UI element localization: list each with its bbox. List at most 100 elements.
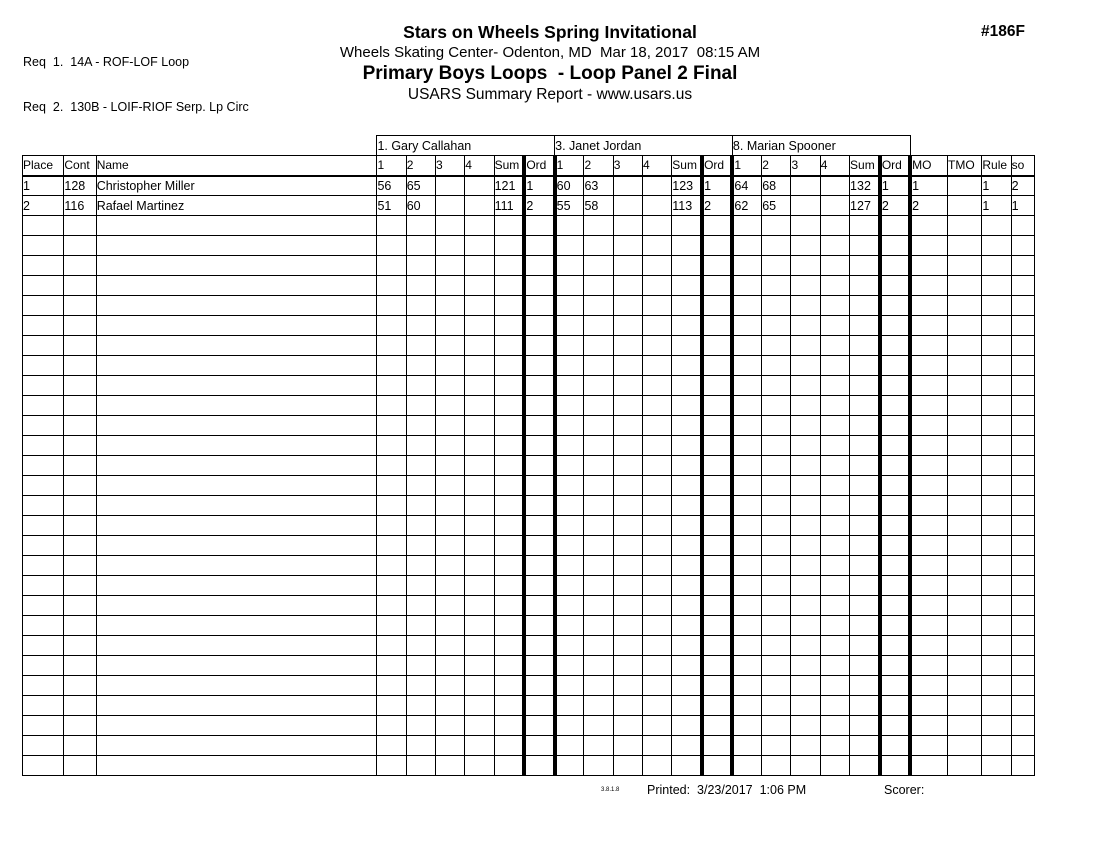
spacer-cell	[910, 136, 1034, 156]
empty-cell	[641, 295, 673, 316]
empty-cell	[790, 495, 821, 516]
empty-cell	[464, 715, 495, 736]
empty-cell	[731, 655, 763, 676]
empty-row	[21, 635, 1036, 656]
empty-cell	[909, 475, 949, 496]
column-header: 4	[464, 155, 495, 177]
empty-cell	[583, 395, 614, 416]
empty-cell	[493, 755, 525, 776]
software-version: 3.8.1.8	[601, 787, 620, 793]
empty-cell	[95, 555, 378, 576]
empty-cell	[21, 535, 65, 556]
empty-cell	[522, 415, 557, 436]
empty-cell	[63, 235, 97, 256]
empty-cell	[95, 395, 378, 416]
empty-cell	[376, 555, 407, 576]
empty-cell	[819, 555, 851, 576]
empty-cell	[790, 535, 821, 556]
empty-cell	[21, 635, 65, 656]
empty-cell	[790, 515, 821, 536]
empty-cell	[761, 575, 792, 596]
empty-cell	[522, 535, 557, 556]
empty-cell	[877, 655, 913, 676]
empty-cell	[21, 555, 65, 576]
empty-cell	[981, 595, 1012, 616]
empty-cell	[761, 555, 792, 576]
empty-cell	[849, 215, 881, 236]
empty-cell	[819, 595, 851, 616]
empty-cell	[583, 715, 614, 736]
empty-cell	[731, 295, 763, 316]
empty-cell	[434, 275, 466, 296]
empty-cell	[1010, 375, 1036, 396]
empty-cell	[612, 575, 644, 596]
empty-cell	[1010, 255, 1036, 276]
empty-cell	[671, 475, 703, 496]
empty-cell	[1010, 335, 1036, 356]
empty-cell	[522, 375, 557, 396]
empty-cell	[376, 295, 407, 316]
empty-cell	[819, 495, 851, 516]
empty-cell	[700, 255, 735, 276]
empty-cell	[21, 475, 65, 496]
empty-cell	[947, 735, 983, 756]
empty-cell	[554, 635, 585, 656]
empty-cell	[947, 235, 983, 256]
empty-cell	[671, 555, 703, 576]
empty-cell	[583, 335, 614, 356]
empty-cell	[909, 355, 949, 376]
empty-cell	[877, 615, 913, 636]
empty-cell	[947, 255, 983, 276]
empty-cell	[761, 315, 792, 336]
empty-cell	[522, 715, 557, 736]
empty-cell	[981, 435, 1012, 456]
empty-row	[21, 475, 1036, 496]
empty-cell	[464, 455, 495, 476]
empty-cell	[583, 675, 614, 696]
empty-cell	[434, 295, 466, 316]
empty-cell	[376, 395, 407, 416]
empty-cell	[554, 675, 585, 696]
empty-cell	[909, 295, 949, 316]
empty-cell	[21, 575, 65, 596]
empty-cell	[641, 535, 673, 556]
score-cell	[434, 175, 466, 196]
empty-cell	[522, 315, 557, 336]
empty-cell	[761, 335, 792, 356]
empty-row	[21, 715, 1036, 736]
empty-cell	[731, 475, 763, 496]
empty-cell	[761, 695, 792, 716]
empty-row	[21, 515, 1036, 536]
tmo-cell	[947, 175, 983, 196]
empty-cell	[671, 435, 703, 456]
empty-cell	[464, 255, 495, 276]
empty-cell	[522, 695, 557, 716]
empty-cell	[671, 455, 703, 476]
empty-cell	[909, 575, 949, 596]
empty-cell	[909, 515, 949, 536]
empty-cell	[909, 675, 949, 696]
empty-cell	[583, 555, 614, 576]
so-cell: 1	[1010, 195, 1036, 216]
ordinal-cell: 1	[877, 175, 913, 196]
empty-cell	[464, 395, 495, 416]
empty-cell	[641, 235, 673, 256]
empty-cell	[731, 455, 763, 476]
empty-cell	[405, 215, 437, 236]
empty-cell	[522, 255, 557, 276]
empty-cell	[21, 435, 65, 456]
empty-cell	[63, 275, 97, 296]
empty-cell	[641, 495, 673, 516]
empty-cell	[554, 395, 585, 416]
empty-cell	[877, 355, 913, 376]
score-cell: 65	[405, 175, 437, 196]
empty-cell	[761, 535, 792, 556]
empty-cell	[981, 515, 1012, 536]
event-title: Primary Boys Loops - Loop Panel 2 Final	[362, 63, 738, 84]
empty-cell	[700, 615, 735, 636]
empty-cell	[522, 495, 557, 516]
judge-header: 8. Marian Spooner	[731, 135, 911, 156]
empty-cell	[464, 375, 495, 396]
results-table: 1. Gary Callahan 3. Janet Jordan 8. Mari…	[21, 135, 1036, 776]
empty-cell	[522, 235, 557, 256]
